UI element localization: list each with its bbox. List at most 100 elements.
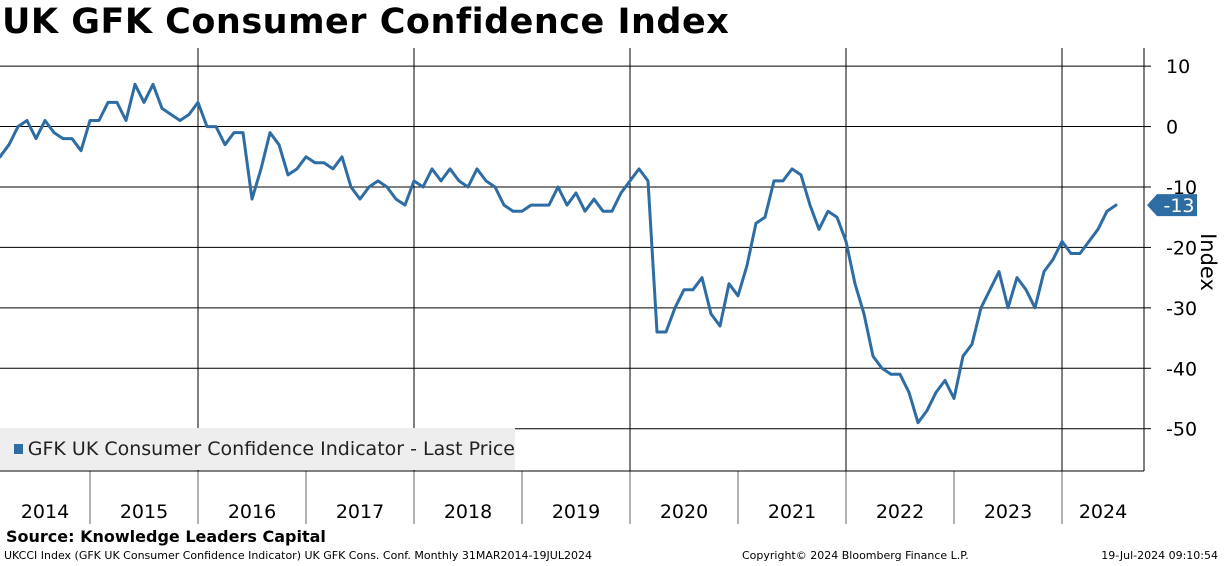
data-point — [1007, 306, 1010, 309]
data-point — [980, 306, 983, 309]
data-point — [620, 192, 623, 195]
data-point — [863, 312, 866, 315]
data-point — [512, 210, 515, 213]
data-point — [701, 276, 704, 279]
data-point — [332, 167, 335, 170]
y-axis-title: Index — [1196, 233, 1220, 291]
x-tick-label: 2024 — [1079, 501, 1127, 523]
data-point — [746, 264, 749, 267]
legend-label: GFK UK Consumer Confidence Indicator - L… — [27, 438, 515, 460]
data-point — [656, 331, 659, 334]
data-point — [1079, 252, 1082, 255]
data-point — [395, 198, 398, 201]
data-point — [134, 83, 137, 86]
x-tick-label: 2014 — [21, 501, 69, 523]
data-point — [323, 161, 326, 164]
data-point — [53, 131, 56, 134]
x-tick-label: 2023 — [984, 501, 1032, 523]
data-point — [152, 83, 155, 86]
data-point — [998, 270, 1001, 273]
data-point — [26, 119, 29, 122]
data-point — [1070, 252, 1073, 255]
data-point — [737, 294, 740, 297]
data-point — [98, 119, 101, 122]
data-point — [1052, 258, 1055, 261]
data-point — [935, 391, 938, 394]
data-point — [17, 125, 20, 128]
data-point — [440, 179, 443, 182]
data-point — [845, 240, 848, 243]
data-point — [836, 216, 839, 219]
data-point — [638, 167, 641, 170]
x-tick-label: 2015 — [120, 501, 168, 523]
data-point — [224, 143, 227, 146]
data-point — [926, 409, 929, 412]
chart-title: UK GFK Consumer Confidence Index — [2, 2, 730, 42]
x-tick-label: 2018 — [444, 501, 492, 523]
data-point — [971, 343, 974, 346]
data-point — [242, 131, 245, 134]
data-point — [575, 192, 578, 195]
data-point — [503, 204, 506, 207]
data-point — [647, 179, 650, 182]
data-point — [530, 204, 533, 207]
data-point — [35, 137, 38, 140]
data-point — [422, 185, 425, 188]
data-point — [1016, 276, 1019, 279]
data-point — [773, 179, 776, 182]
x-tick-label: 2021 — [768, 501, 816, 523]
data-point — [116, 101, 119, 104]
data-point — [368, 185, 371, 188]
data-point — [602, 210, 605, 213]
data-point — [260, 167, 263, 170]
y-tick-label: 10 — [1166, 56, 1190, 78]
data-point — [44, 119, 47, 122]
data-point — [251, 198, 254, 201]
data-point — [755, 222, 758, 225]
source-note: Source: Knowledge Leaders Capital — [6, 527, 326, 546]
data-point — [197, 101, 200, 104]
data-point — [827, 210, 830, 213]
y-tick-label: -40 — [1166, 358, 1197, 380]
data-point — [809, 204, 812, 207]
data-point — [233, 131, 236, 134]
data-point — [485, 179, 488, 182]
data-point — [944, 379, 947, 382]
data-point — [548, 204, 551, 207]
x-tick-label: 2022 — [876, 501, 924, 523]
data-point — [791, 167, 794, 170]
data-point — [611, 210, 614, 213]
data-point — [917, 421, 920, 424]
data-point — [359, 198, 362, 201]
data-point — [287, 173, 290, 176]
data-point — [719, 324, 722, 327]
data-point — [62, 137, 65, 140]
data-point — [404, 204, 407, 207]
data-point — [476, 167, 479, 170]
data-point — [890, 373, 893, 376]
data-point — [386, 185, 389, 188]
data-point — [908, 391, 911, 394]
data-point — [413, 179, 416, 182]
data-point — [449, 167, 452, 170]
data-point — [1061, 240, 1064, 243]
data-point — [377, 179, 380, 182]
data-point — [854, 282, 857, 285]
data-point — [215, 125, 218, 128]
data-point — [188, 113, 191, 116]
data-point — [179, 119, 182, 122]
footer-ticker-description: UKCCI Index (GFK UK Consumer Confidence … — [4, 549, 592, 562]
x-tick-label: 2016 — [228, 501, 276, 523]
y-tick-label: 0 — [1166, 117, 1178, 139]
data-point — [593, 198, 596, 201]
data-point — [80, 149, 83, 152]
data-point — [521, 210, 524, 213]
data-point — [872, 355, 875, 358]
data-point — [125, 119, 128, 122]
data-point — [782, 179, 785, 182]
data-point — [629, 179, 632, 182]
data-point — [566, 204, 569, 207]
data-point — [1034, 306, 1037, 309]
data-point — [143, 101, 146, 104]
